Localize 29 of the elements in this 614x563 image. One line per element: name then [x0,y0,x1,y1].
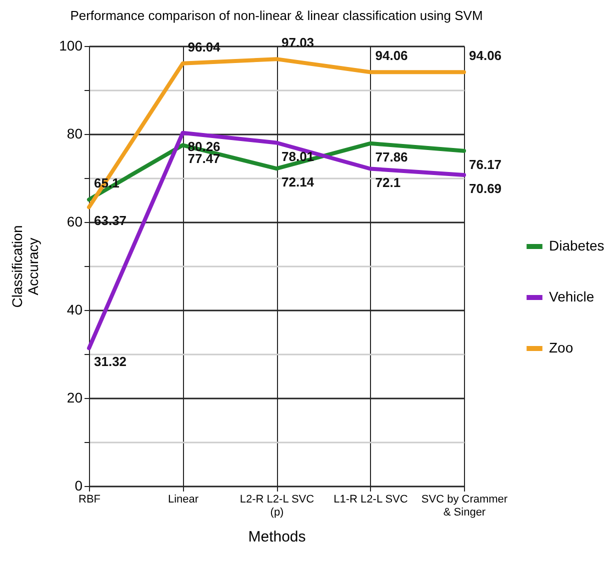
data-label: 78.01 [282,148,314,164]
data-label: 94.06 [375,48,408,64]
x-tick-label: SVC by Crammer & Singer [421,494,508,518]
data-label: 31.32 [94,354,127,370]
data-label: 77.47 [188,151,220,166]
data-label: 76.17 [469,156,502,172]
y-tick-label: 20 [66,390,83,406]
legend-label: Vehicle [549,288,594,304]
y-tick-label: 40 [66,302,83,318]
data-label: 72.1 [375,174,401,190]
data-label: 72.14 [282,174,315,190]
data-label: 77.86 [375,149,408,164]
x-tick-label: L2-R L2-L SVC (p) [240,494,314,518]
x-tick-label: L1-R L2-L SVC [334,494,408,506]
legend-label: Diabetes [549,238,604,254]
y-tick-label: 80 [66,126,83,142]
x-tick-label: Linear [168,494,199,506]
data-label: 70.69 [469,180,502,196]
legend-label: Zoo [549,340,574,356]
line-series [87,130,466,350]
line-series [87,141,466,202]
x-axis-title: Methods [248,528,306,546]
y-tick-label: 0 [74,478,83,494]
data-label: 94.06 [469,48,502,64]
chart-title: Performance comparison of non-linear & linear classification using SVM [70,8,483,24]
y-tick-label: 100 [59,38,83,54]
y-axis-title: Classification Accuracy [9,225,42,308]
y-tick-label: 60 [66,214,83,230]
x-tick-label: RBF [78,494,101,506]
